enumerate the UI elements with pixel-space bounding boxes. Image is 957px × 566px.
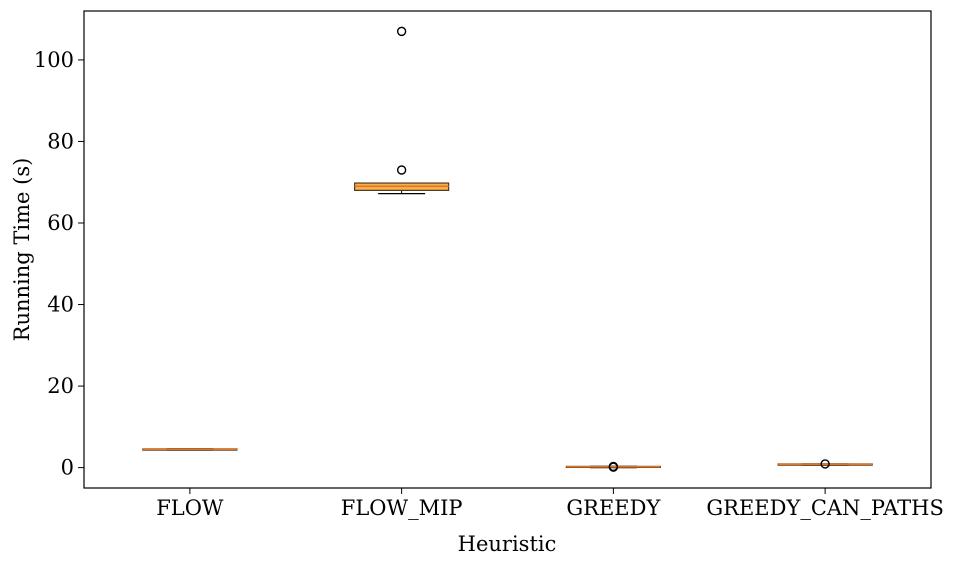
- outlier-point: [396, 165, 407, 175]
- plot-frame: [83, 10, 932, 489]
- y-tick-label: 20: [47, 374, 74, 398]
- x-axis-label: Heuristic: [458, 532, 557, 556]
- outlier-point: [396, 26, 407, 37]
- y-tick-label: 0: [61, 456, 74, 480]
- x-tick-label: GREEDY_CAN_PATHS: [706, 496, 943, 520]
- box-group: [565, 461, 661, 472]
- box-group: [354, 26, 450, 195]
- box-group: [777, 459, 873, 469]
- y-tick-label: 40: [47, 293, 74, 317]
- outlier-point: [608, 462, 619, 472]
- y-tick-label: 60: [47, 211, 74, 235]
- x-axis: FLOW FLOW_MIP GREEDY GREEDY_CAN_PATHS: [156, 488, 944, 520]
- y-axis: 0 20 40 60 80 100: [34, 48, 84, 480]
- box-group: [142, 448, 238, 451]
- outlier-point: [820, 459, 830, 469]
- plot-marks: [142, 26, 873, 472]
- x-tick-label: GREEDY: [566, 496, 661, 520]
- y-axis-label: Running Time (s): [10, 158, 34, 342]
- x-tick-label: FLOW_MIP: [341, 496, 463, 520]
- x-tick-label: FLOW: [156, 496, 224, 520]
- y-tick-label: 100: [34, 48, 74, 72]
- y-tick-label: 80: [47, 129, 74, 153]
